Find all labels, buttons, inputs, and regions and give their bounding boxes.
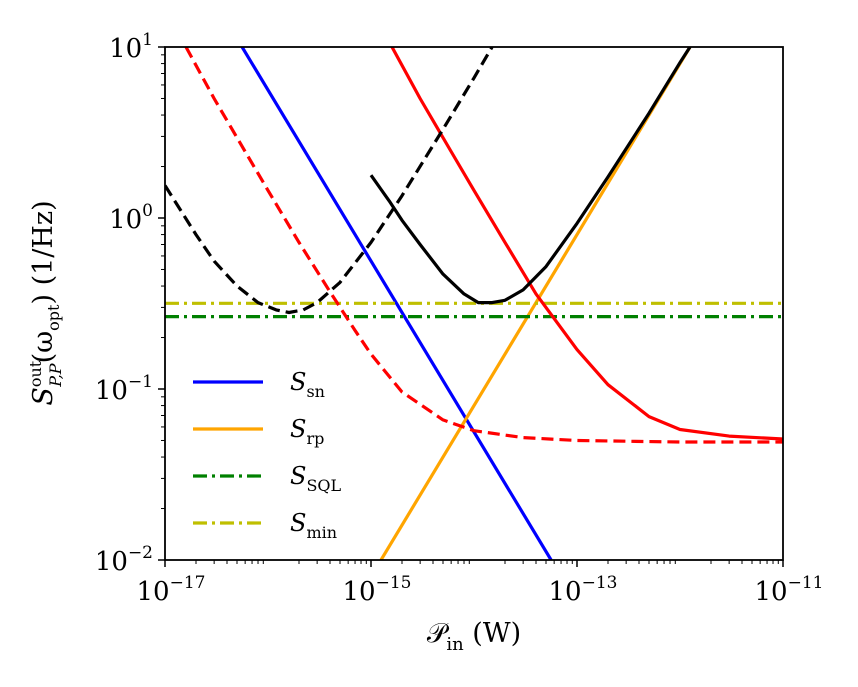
series-black-solid bbox=[369, 47, 692, 305]
plot-frame bbox=[164, 46, 784, 561]
y-tick-label: 101 bbox=[109, 30, 153, 64]
legend: Ssn Srp SSQL Smin bbox=[193, 368, 342, 542]
y-tick-label: 10−2 bbox=[95, 543, 153, 577]
legend-label-min: Smin bbox=[290, 509, 337, 542]
x-tick-label: 10−17 bbox=[137, 573, 206, 607]
series-red-dashed bbox=[184, 47, 783, 444]
series-s-sn bbox=[240, 47, 553, 560]
y-tick-label: 100 bbox=[109, 201, 153, 235]
series-black-dashed bbox=[165, 47, 494, 315]
legend-label-rp: Srp bbox=[290, 415, 324, 448]
y-tick-label: 10−1 bbox=[95, 372, 153, 406]
x-axis-label: 𝒫in (W) bbox=[427, 618, 521, 655]
legend-label-sql: SSQL bbox=[290, 462, 342, 495]
series-layer bbox=[165, 47, 783, 560]
x-tick-label: 10−11 bbox=[755, 573, 824, 607]
x-tick-label: 10−13 bbox=[549, 573, 618, 607]
series-red-solid bbox=[390, 47, 783, 441]
axis-labels: 𝒫in (W) SoutP,P(ωopt) (1/Hz) bbox=[26, 200, 521, 655]
y-axis-label: SoutP,P(ωopt) (1/Hz) bbox=[26, 200, 65, 405]
x-tick-label: 10−15 bbox=[343, 573, 412, 607]
ticks-layer: 10−17 10−15 10−13 10−11 10−2 10−1 100 101 bbox=[95, 30, 824, 607]
legend-label-sn: Ssn bbox=[290, 368, 325, 401]
